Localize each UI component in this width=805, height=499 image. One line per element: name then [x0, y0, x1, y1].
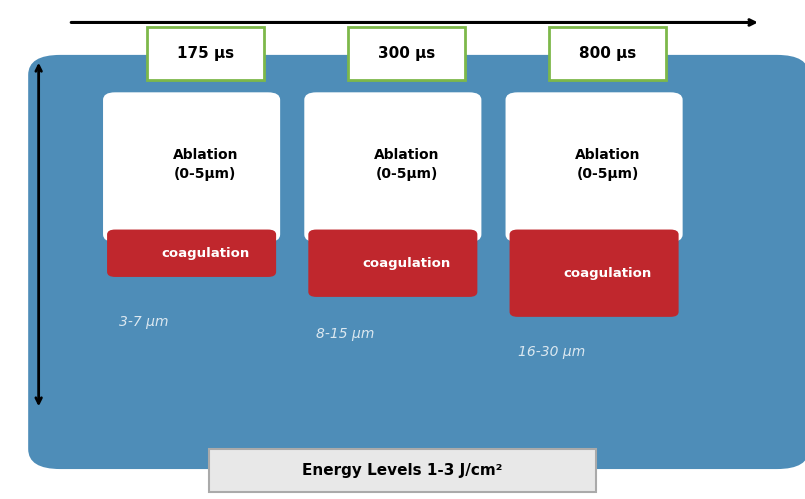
Text: Energy Levels 1-3 J/cm²: Energy Levels 1-3 J/cm² — [303, 463, 502, 478]
FancyBboxPatch shape — [103, 92, 280, 242]
FancyBboxPatch shape — [28, 55, 805, 469]
FancyBboxPatch shape — [506, 92, 683, 242]
FancyBboxPatch shape — [348, 27, 465, 80]
FancyBboxPatch shape — [549, 27, 667, 80]
Text: coagulation: coagulation — [362, 256, 451, 270]
Text: 175 μs: 175 μs — [177, 46, 233, 61]
Text: coagulation: coagulation — [564, 266, 652, 280]
FancyBboxPatch shape — [209, 449, 596, 492]
FancyBboxPatch shape — [147, 27, 264, 80]
Text: Ablation
(0-5μm): Ablation (0-5μm) — [374, 148, 440, 181]
FancyBboxPatch shape — [510, 230, 679, 317]
FancyBboxPatch shape — [107, 230, 276, 277]
Text: Ablation
(0-5μm): Ablation (0-5μm) — [575, 148, 641, 181]
Text: 8-15 μm: 8-15 μm — [316, 327, 375, 341]
FancyBboxPatch shape — [308, 230, 477, 297]
Text: coagulation: coagulation — [161, 247, 250, 260]
Text: 16-30 μm: 16-30 μm — [518, 345, 585, 359]
Text: 300 μs: 300 μs — [378, 46, 436, 61]
Text: 3-7 μm: 3-7 μm — [119, 315, 168, 329]
Text: Ablation
(0-5μm): Ablation (0-5μm) — [172, 148, 238, 181]
FancyBboxPatch shape — [304, 92, 481, 242]
Text: 800 μs: 800 μs — [579, 46, 637, 61]
